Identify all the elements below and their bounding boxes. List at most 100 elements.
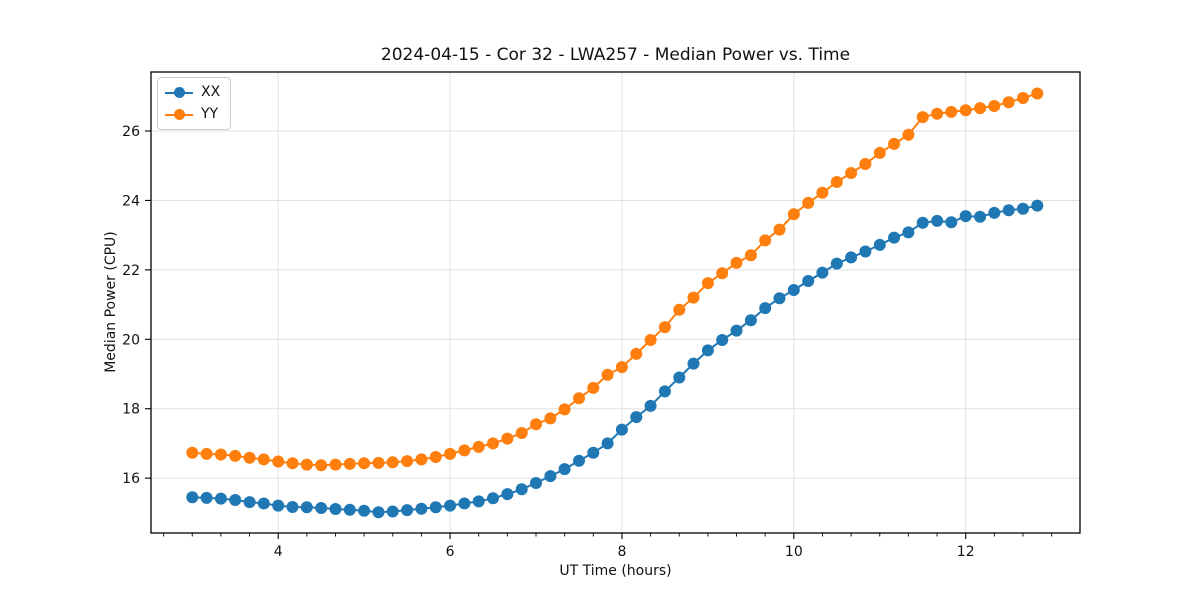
- series-xx-point: [687, 357, 700, 370]
- series-xx-point: [329, 503, 342, 515]
- series-xx-point: [816, 266, 829, 279]
- series-xx-point: [501, 488, 514, 501]
- series-xx-point: [573, 454, 585, 467]
- legend-label-xx: XX: [201, 84, 221, 100]
- series-yy-point: [300, 458, 313, 471]
- series-yy-point: [286, 457, 299, 470]
- series-xx-point: [716, 334, 729, 346]
- series-yy-point: [487, 437, 499, 450]
- series-xx-point: [959, 210, 972, 223]
- series-yy-point: [773, 223, 786, 236]
- series-yy-point: [1031, 87, 1044, 100]
- series-xx-point: [1017, 202, 1029, 215]
- series-yy-point: [888, 137, 901, 150]
- series-xx: [186, 199, 1044, 519]
- series-xx-point: [315, 502, 328, 514]
- series-xx-point: [931, 214, 944, 227]
- series-yy-point: [730, 256, 743, 269]
- series-yy-point: [186, 446, 199, 459]
- series-yy-point: [429, 451, 442, 463]
- series-xx-point: [988, 206, 1001, 219]
- series-xx-point: [286, 501, 299, 513]
- series-xx-point: [343, 503, 356, 516]
- series-yy-point: [1002, 96, 1015, 109]
- series-yy-point: [386, 456, 399, 469]
- series-xx-point: [787, 284, 800, 296]
- gridlines: [152, 73, 1079, 532]
- x-tick-label: 4: [274, 544, 283, 560]
- series-yy-point: [630, 347, 643, 360]
- series-xx-point: [444, 499, 457, 512]
- series-xx-point: [372, 506, 385, 519]
- series-xx-point: [759, 302, 772, 315]
- series-yy-point: [229, 449, 242, 462]
- series-xx-point: [487, 492, 499, 505]
- series-yy-point: [329, 458, 342, 471]
- series-xx-point: [873, 238, 886, 251]
- series-yy-point: [315, 459, 328, 472]
- series-yy-point: [358, 457, 371, 470]
- series-xx-point: [472, 495, 485, 508]
- series-yy-point: [343, 457, 356, 470]
- series-xx-point: [229, 494, 242, 506]
- series-yy-point: [401, 455, 414, 468]
- series-xx-point: [300, 501, 313, 514]
- x-tick-label: 12: [957, 544, 975, 560]
- series-yy-point: [644, 334, 657, 346]
- series-xx-point: [945, 216, 958, 229]
- series-xx-point: [558, 463, 571, 476]
- series-xx-point: [845, 251, 858, 264]
- series-xx-point: [1031, 199, 1044, 212]
- series-yy-line: [192, 92, 1038, 467]
- series-yy-point: [658, 321, 671, 334]
- series-xx-point: [916, 216, 929, 229]
- tick-labels: 4 6 8 10 12 16 18 20 22 24 26: [122, 124, 974, 560]
- series-xx-point: [830, 257, 843, 270]
- legend: XX YY: [157, 77, 232, 130]
- series-yy-point: [257, 453, 270, 466]
- series-yy-point: [601, 368, 614, 381]
- axis-ticks: [145, 130, 1053, 539]
- series-xx-point: [214, 492, 227, 505]
- series-yy-point: [415, 453, 428, 466]
- series-xx-point: [515, 483, 528, 496]
- series-xx-point: [587, 446, 600, 459]
- x-tick-label: 10: [785, 544, 803, 560]
- series-xx-point: [673, 371, 686, 384]
- series-yy-point: [802, 196, 815, 209]
- series-yy-point: [787, 208, 800, 221]
- series-xx-point: [658, 385, 671, 398]
- series-xx-point: [744, 314, 757, 327]
- series-yy-point: [759, 234, 772, 247]
- series-yy-point: [859, 158, 872, 170]
- series-yy-point: [272, 455, 285, 468]
- y-tick-label: 26: [122, 124, 140, 140]
- series-yy-point: [458, 444, 471, 457]
- series-yy-point: [673, 303, 686, 316]
- series-yy-point: [873, 146, 886, 159]
- series-yy-point: [830, 176, 843, 188]
- series-xx-point: [200, 491, 213, 504]
- series-yy-point: [472, 440, 485, 453]
- series-xx-marker-icon: [165, 87, 193, 98]
- series-yy-point: [916, 111, 929, 124]
- series-xx-point: [773, 292, 786, 305]
- y-tick-label: 22: [122, 263, 140, 279]
- axes-frame: [150, 71, 1081, 534]
- series-yy-point: [974, 102, 987, 115]
- series-yy-marker-icon: [165, 109, 193, 120]
- series-xx-point: [257, 497, 270, 510]
- series-xx-point: [902, 226, 915, 239]
- series-xx-point: [415, 502, 428, 515]
- chart-title: 2024-04-15 - Cor 32 - LWA257 - Median Po…: [380, 45, 851, 65]
- series-yy-point: [816, 186, 829, 199]
- series-xx-point: [615, 423, 628, 436]
- x-tick-label: 8: [617, 544, 626, 560]
- series-xx-point: [186, 491, 199, 504]
- series-xx-point: [1002, 204, 1015, 217]
- series-yy-point: [214, 448, 227, 461]
- series-xx-point: [272, 499, 285, 512]
- series-yy-point: [615, 361, 628, 374]
- y-tick-label: 18: [122, 402, 140, 418]
